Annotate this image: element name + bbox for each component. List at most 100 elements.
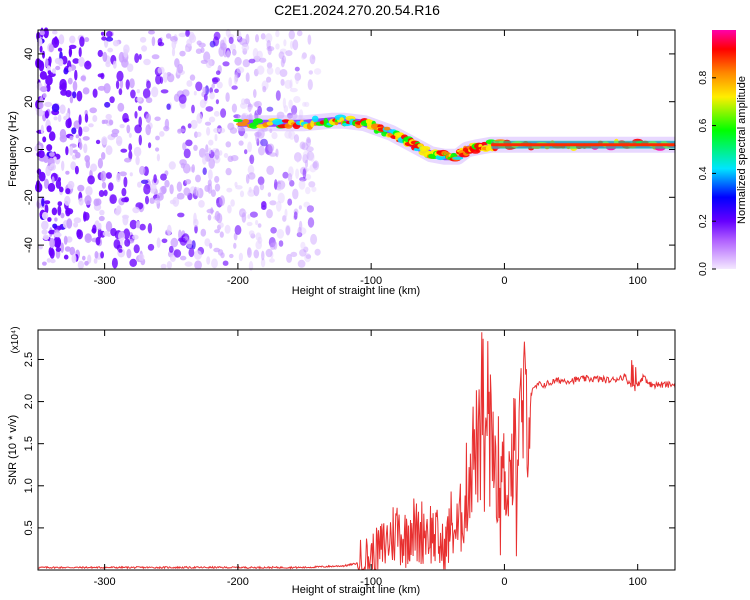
noise-blob bbox=[111, 257, 118, 269]
noise-blob bbox=[155, 74, 162, 85]
noise-blob bbox=[101, 152, 106, 160]
noise-blob bbox=[209, 91, 215, 100]
noise-blob bbox=[128, 132, 132, 138]
noise-blob bbox=[139, 165, 146, 175]
noise-blob bbox=[219, 222, 224, 228]
noise-blob bbox=[246, 106, 253, 111]
noise-blob bbox=[299, 177, 307, 182]
noise-blob bbox=[160, 263, 167, 269]
noise-blob bbox=[295, 75, 299, 85]
noise-blob bbox=[257, 176, 265, 186]
noise-blob bbox=[135, 221, 141, 229]
noise-blob bbox=[46, 84, 51, 92]
noise-blob bbox=[76, 229, 82, 238]
snr-y-ticks: 0.5 1.0 1.5 2.0 2.5 bbox=[23, 352, 675, 536]
noise-blob bbox=[44, 204, 49, 214]
noise-blob bbox=[66, 218, 73, 229]
ridge-blob bbox=[233, 118, 243, 123]
colorbar-tick-label: 0.8 bbox=[698, 70, 709, 84]
noise-blob bbox=[255, 219, 259, 226]
spectrogram-x-tick-label: -300 bbox=[94, 275, 116, 287]
noise-blob bbox=[220, 108, 227, 118]
noise-blob bbox=[129, 219, 138, 230]
noise-blob bbox=[119, 124, 125, 129]
noise-blob bbox=[239, 38, 248, 46]
noise-blob bbox=[195, 48, 202, 54]
noise-blob bbox=[92, 88, 98, 98]
noise-blob bbox=[267, 192, 272, 198]
noise-blob bbox=[186, 80, 193, 87]
noise-blob bbox=[95, 236, 101, 246]
noise-blob bbox=[73, 222, 79, 228]
noise-blob bbox=[307, 217, 315, 228]
noise-blob bbox=[265, 33, 273, 43]
noise-blob bbox=[162, 72, 168, 83]
noise-blob bbox=[97, 158, 103, 169]
noise-blob bbox=[78, 114, 82, 125]
noise-blob bbox=[54, 217, 58, 222]
noise-blob bbox=[206, 126, 211, 136]
noise-blob bbox=[124, 238, 131, 247]
noise-blob bbox=[178, 237, 186, 243]
noise-blob bbox=[302, 168, 307, 179]
noise-blob bbox=[69, 135, 74, 141]
noise-blob bbox=[266, 165, 275, 175]
noise-blob bbox=[53, 232, 62, 238]
noise-blob bbox=[275, 148, 279, 158]
noise-blob bbox=[209, 242, 213, 249]
snr-y-tick-label: 0.5 bbox=[23, 520, 35, 535]
spectrogram-x-tick-label: 0 bbox=[501, 275, 507, 287]
noise-blob bbox=[70, 161, 77, 171]
noise-blob bbox=[109, 96, 115, 104]
noise-blob bbox=[207, 179, 212, 187]
noise-blob bbox=[202, 86, 207, 93]
spectrogram-x-axis-label: Height of straight line (km) bbox=[292, 285, 420, 297]
noise-blob bbox=[177, 128, 186, 133]
noise-blob bbox=[61, 82, 67, 92]
noise-blob bbox=[145, 195, 149, 205]
noise-blob bbox=[274, 179, 278, 190]
noise-blob bbox=[228, 36, 234, 45]
noise-blob bbox=[213, 110, 220, 117]
noise-blob bbox=[75, 152, 81, 159]
noise-blob bbox=[82, 136, 90, 141]
noise-blob bbox=[280, 78, 285, 86]
noise-blob bbox=[253, 185, 260, 197]
noise-blob bbox=[189, 74, 196, 81]
noise-blob bbox=[79, 141, 83, 150]
noise-blob bbox=[219, 231, 224, 238]
noise-blob bbox=[69, 96, 74, 104]
noise-blob bbox=[84, 195, 92, 206]
noise-blob bbox=[206, 208, 215, 214]
noise-blob bbox=[285, 50, 293, 57]
noise-blob bbox=[65, 188, 71, 195]
noise-blob bbox=[298, 220, 303, 231]
noise-blob bbox=[85, 233, 92, 241]
noise-blob bbox=[134, 111, 138, 119]
noise-blob bbox=[121, 197, 129, 203]
noise-blob bbox=[44, 101, 53, 108]
noise-blob bbox=[102, 51, 108, 63]
noise-blob bbox=[129, 172, 133, 177]
noise-blob bbox=[120, 148, 128, 153]
noise-blob bbox=[186, 239, 193, 249]
snr-y-axis-label: SNR (10 * v/v) bbox=[7, 415, 19, 485]
noise-blob bbox=[249, 154, 255, 165]
noise-blob bbox=[118, 248, 123, 253]
noise-blob bbox=[308, 70, 313, 75]
snr-frame bbox=[37, 329, 676, 571]
noise-blob bbox=[142, 88, 151, 99]
noise-blob bbox=[84, 37, 90, 43]
noise-blob bbox=[294, 134, 299, 143]
noise-blob bbox=[157, 67, 163, 74]
noise-blob bbox=[105, 36, 114, 42]
noise-blob bbox=[270, 227, 277, 234]
noise-blob bbox=[129, 258, 137, 267]
noise-blob bbox=[171, 39, 177, 50]
ridge-blob bbox=[310, 120, 315, 128]
snr-background bbox=[38, 330, 675, 570]
noise-blob bbox=[60, 242, 64, 253]
noise-blob bbox=[138, 134, 142, 146]
noise-blob bbox=[36, 109, 44, 117]
noise-blob bbox=[309, 54, 316, 65]
